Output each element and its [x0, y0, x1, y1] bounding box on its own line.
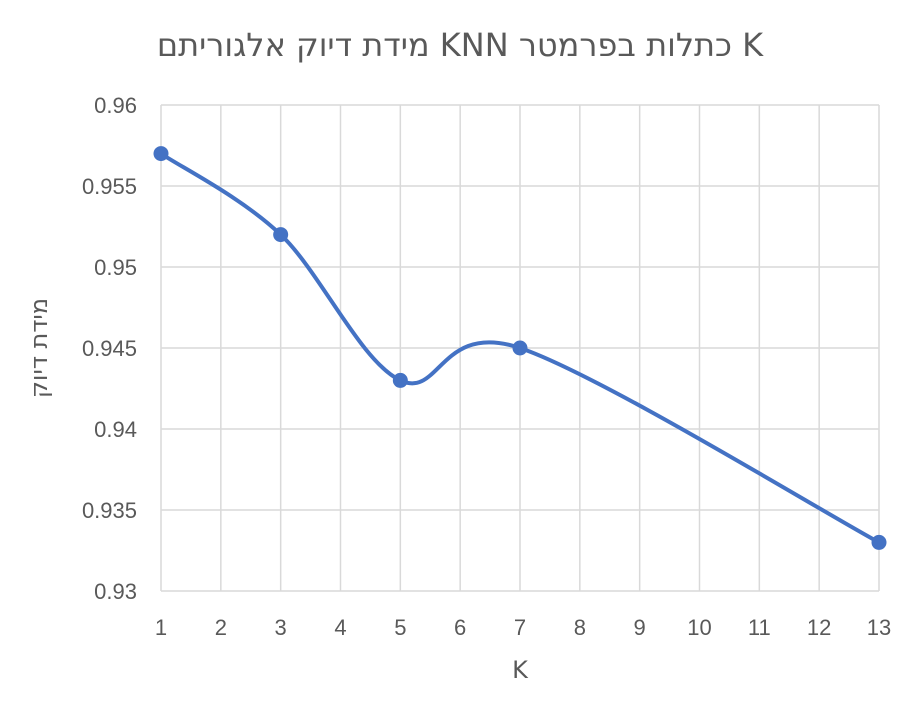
x-tick-label: 11 [748, 615, 771, 640]
data-point [273, 227, 289, 243]
y-tick-label: 0.955 [82, 174, 137, 199]
x-tick-label: 8 [574, 615, 586, 640]
x-tick-label: 3 [275, 615, 287, 640]
x-tick-label: 1 [155, 615, 167, 640]
data-point [512, 340, 528, 356]
x-tick-label: 9 [634, 615, 646, 640]
x-tick-label: 6 [454, 615, 466, 640]
series-markers [153, 146, 887, 550]
x-tick-label: 5 [394, 615, 406, 640]
y-tick-label: 0.96 [94, 93, 137, 118]
x-tick-label: 12 [807, 615, 831, 640]
y-axis-tick-labels: 0.93 0.935 0.94 0.945 0.95 0.955 0.96 [82, 93, 137, 604]
x-tick-label: 7 [514, 615, 526, 640]
y-axis-title: מידת דיוק [25, 298, 53, 398]
y-tick-label: 0.935 [82, 498, 137, 523]
chart-title: מידת דיוק אלגוריתם KNN כתלות בפרמטר K [157, 26, 764, 64]
x-axis-tick-labels: 1 2 3 4 5 6 7 8 9 10 11 12 13 [155, 615, 891, 640]
y-tick-label: 0.95 [94, 255, 137, 280]
y-tick-label: 0.945 [82, 336, 137, 361]
x-tick-label: 2 [215, 615, 227, 640]
data-point [153, 146, 169, 162]
data-point [392, 372, 408, 388]
x-tick-label: 13 [867, 615, 891, 640]
x-tick-label: 10 [687, 615, 711, 640]
x-tick-label: 4 [334, 615, 346, 640]
data-point [871, 534, 887, 550]
x-axis-title: K [512, 656, 529, 684]
y-tick-label: 0.93 [94, 579, 137, 604]
y-tick-label: 0.94 [94, 417, 137, 442]
series-line [159, 151, 881, 545]
